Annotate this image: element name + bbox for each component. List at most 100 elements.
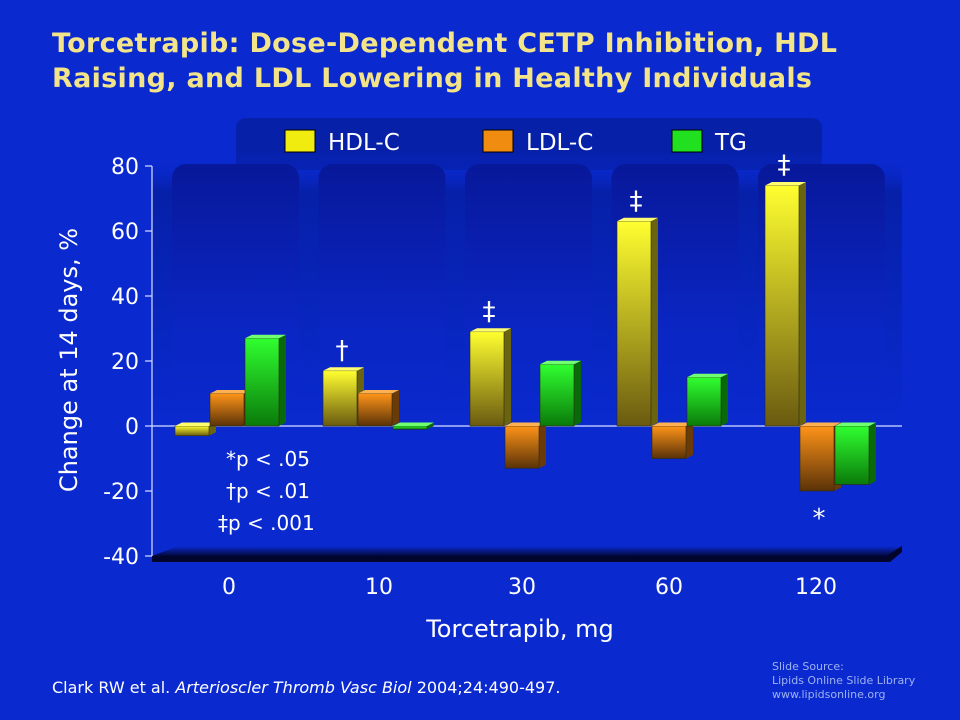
slide-source: Slide Source: Lipids Online Slide Librar… <box>772 660 915 702</box>
source-line-1: Slide Source: <box>772 660 844 673</box>
bar-tg-60 <box>686 373 728 427</box>
bar-face <box>174 425 210 437</box>
bar-face <box>392 425 428 430</box>
p-value-footnotes: *p < .05 †p < .01 ‡p < .001 <box>218 447 315 535</box>
bar-face <box>834 425 870 485</box>
legend-swatch <box>284 129 316 153</box>
chart-floor <box>152 546 902 556</box>
legend-item-hdl-c: HDL-C <box>284 129 400 156</box>
category-column-10 <box>318 164 446 426</box>
x-axis: 0 10 30 60 120 <box>222 575 837 600</box>
y-tick-label: 80 <box>111 155 139 180</box>
significance-marker: † <box>336 336 349 366</box>
bar-side <box>869 422 876 485</box>
x-tick-label-30: 30 <box>508 575 536 600</box>
citation-details: 2004;24:490-497. <box>411 678 561 697</box>
bar-face <box>539 363 575 427</box>
bar-series <box>174 182 876 492</box>
bar-top <box>800 422 841 426</box>
significance-marker: ‡ <box>483 297 496 327</box>
y-tick-label: 20 <box>111 350 139 375</box>
bar-face <box>209 393 245 427</box>
chart-floor-shadow <box>152 546 902 562</box>
bar-hdl-c-60 <box>616 217 658 427</box>
bar-tg-30 <box>539 360 581 427</box>
x-axis-label: Torcetrapib, mg <box>425 615 614 643</box>
bar-ldl-c-60 <box>651 422 693 459</box>
category-columns <box>172 164 885 426</box>
bar-side <box>279 334 286 426</box>
significance-marker: * <box>813 504 826 534</box>
significance-marker: ‡ <box>630 186 643 216</box>
bar-top <box>323 367 364 371</box>
legend-label: TG <box>714 130 747 156</box>
bar-side <box>504 328 511 426</box>
citation-authors: Clark RW et al. <box>52 678 176 697</box>
citation-journal: Arterioscler Thromb Vasc Biol <box>175 678 412 697</box>
bar-ldl-c-30 <box>504 422 546 469</box>
slide-title: Torcetrapib: Dose-Dependent CETP Inhibit… <box>52 28 838 94</box>
y-tick-label: -20 <box>103 480 139 505</box>
bar-top <box>175 422 216 426</box>
citation: Clark RW et al. Arterioscler Thromb Vasc… <box>52 678 561 697</box>
x-tick-label-0: 0 <box>222 575 236 600</box>
bar-top <box>835 422 876 426</box>
bar-side <box>651 217 658 426</box>
significance-marker: ‡ <box>778 151 791 181</box>
bar-hdl-c-120 <box>764 182 806 427</box>
bar-face <box>469 331 505 427</box>
footnote-p05: *p < .05 <box>226 447 310 471</box>
source-line-2: Lipids Online Slide Library <box>772 674 916 687</box>
significance-markers: † ‡ ‡ ‡ * <box>336 151 826 535</box>
bar-ldl-c-10 <box>357 390 399 427</box>
bar-top <box>470 328 511 332</box>
bar-top <box>210 390 251 394</box>
bar-side <box>574 360 581 426</box>
legend-swatch <box>482 129 514 153</box>
bar-tg-10 <box>392 422 434 430</box>
bar-side <box>721 373 728 426</box>
bar-side <box>686 422 693 459</box>
y-tick-label: 60 <box>111 220 139 245</box>
bar-tg-0 <box>244 334 286 427</box>
bar-face <box>651 425 687 459</box>
bar-hdl-c-10 <box>322 367 364 427</box>
y-axis-label: Change at 14 days, % <box>55 228 83 492</box>
y-tick-label: 0 <box>125 415 139 440</box>
y-tick-label: -40 <box>103 545 139 570</box>
legend-item-tg: TG <box>671 129 747 156</box>
bar-face <box>616 220 652 427</box>
x-tick-label-120: 120 <box>795 575 837 600</box>
bar-face <box>686 376 722 427</box>
bar-top <box>245 334 286 339</box>
bar-top <box>540 360 581 365</box>
bar-top <box>505 422 546 426</box>
bar-face <box>244 337 280 427</box>
bar-top <box>358 390 399 394</box>
x-tick-label-10: 10 <box>365 575 393 600</box>
bar-tg-120 <box>834 422 876 485</box>
bar-side <box>427 422 434 430</box>
x-tick-label-60: 60 <box>655 575 683 600</box>
footnote-p01: †p < .01 <box>226 479 310 503</box>
bar-side <box>539 422 546 469</box>
bar-top <box>617 217 658 222</box>
source-line-3: www.lipidsonline.org <box>772 688 886 701</box>
bar-side <box>799 182 806 426</box>
legend-label: HDL-C <box>328 130 400 156</box>
legend-item-ldl-c: LDL-C <box>482 129 593 156</box>
bar-top <box>393 422 434 426</box>
legend-label: LDL-C <box>526 130 593 156</box>
bar-face <box>799 425 835 492</box>
bar-top <box>687 373 728 378</box>
bar-top <box>652 422 693 426</box>
bar-face <box>322 370 358 427</box>
legend-swatch <box>671 129 703 153</box>
bar-face <box>764 185 800 427</box>
bar-face <box>357 393 393 427</box>
y-tick-label: 40 <box>111 285 139 310</box>
bar-hdl-c-30 <box>469 328 511 427</box>
y-axis: 80 60 40 20 0 -20 -40 <box>103 155 153 570</box>
bar-side <box>392 390 399 426</box>
